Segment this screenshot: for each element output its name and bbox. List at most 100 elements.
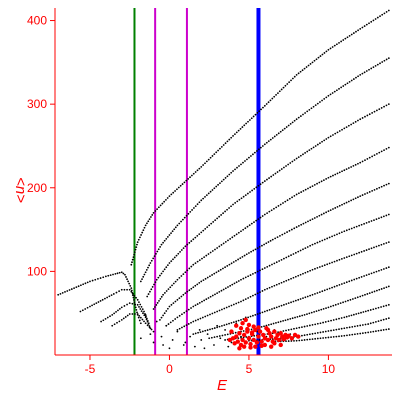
data-point [299,154,302,157]
data-point [216,292,219,295]
data-point [224,334,226,336]
data-point [109,274,112,277]
data-point [353,278,356,281]
data-point [329,135,332,138]
data-point [366,114,369,117]
highlight-point [243,317,248,323]
data-point [293,75,296,78]
data-point [165,198,167,201]
data-point [202,229,205,232]
data-point [368,22,370,25]
data-point [244,227,247,230]
data-point [371,190,374,192]
data-point [375,109,378,112]
data-point [287,163,290,166]
data-point [185,324,188,327]
data-point [250,117,253,120]
data-point [215,151,218,154]
data-point [198,281,201,284]
data-point [379,62,381,65]
highlight-point [286,333,291,338]
data-point [332,134,334,136]
data-point [91,279,94,282]
data-point [222,242,225,245]
data-point [340,86,343,89]
data-point [387,266,390,269]
data-point [342,301,344,304]
data-point [171,339,174,341]
y-axis-label: <n> [12,177,29,203]
data-point [322,179,325,182]
data-point [163,268,166,271]
data-point [295,339,298,342]
data-point [267,323,270,326]
data-point [327,176,330,179]
data-point [352,78,355,80]
x-axis-label: E [217,377,228,394]
vertical-lines-group [133,8,261,355]
data-point [189,176,191,179]
data-point [316,331,319,334]
data-point [86,281,89,284]
data-point [252,314,254,317]
data-point [215,271,218,274]
data-point [259,216,262,219]
data-point [322,331,325,333]
data-point [331,46,334,48]
data-point [118,271,121,274]
data-point [152,211,155,214]
data-point [288,81,291,84]
data-point [166,197,169,199]
data-point [368,156,371,159]
data-point [223,324,226,327]
data-point [186,290,189,293]
data-point [248,252,250,254]
highlight-point [276,337,282,343]
data-point [351,298,354,300]
data-point [343,257,346,259]
data-point [193,345,196,348]
data-point [297,274,300,277]
data-point [82,283,85,286]
data-point [194,171,197,173]
data-point [102,276,105,279]
data-point [306,150,309,153]
data-point [283,303,285,306]
data-point [132,256,135,259]
data-point [354,297,357,300]
data-point [93,303,96,306]
data-point [316,241,319,244]
data-point [359,324,362,327]
data-point [214,248,216,251]
data-point [333,260,336,263]
data-point [353,226,356,229]
data-point [234,168,236,171]
data-point [289,317,292,320]
data-point [323,238,326,241]
data-point [387,103,390,106]
data-point [263,180,266,182]
data-point [320,213,323,216]
data-point [99,300,102,302]
data-point [209,328,211,331]
data-point [302,153,304,156]
data-point [250,155,252,157]
data-point [275,94,277,96]
data-point [278,282,281,285]
data-point [324,336,327,339]
data-point [350,199,353,202]
data-point [340,40,343,43]
data-point [124,273,126,276]
data-point [138,314,141,317]
data-point [172,191,175,194]
data-point [269,99,272,102]
data-point [168,234,171,236]
data-point [240,278,242,281]
data-point [228,322,230,325]
data-point [89,280,91,283]
data-point [180,220,182,223]
data-point [231,283,234,286]
data-point [330,319,332,322]
data-point [262,106,264,109]
data-point [274,172,277,175]
